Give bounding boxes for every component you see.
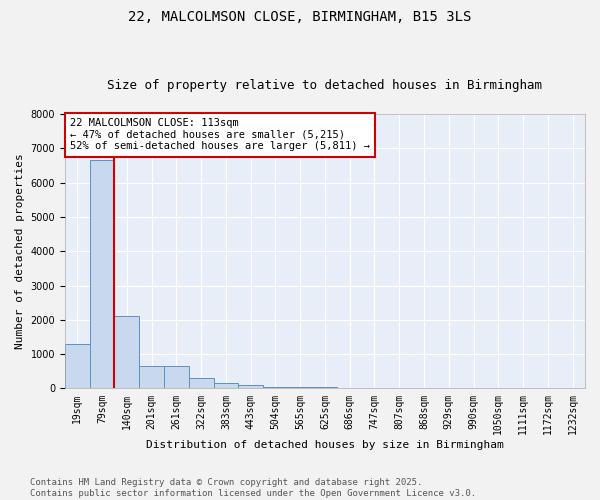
Bar (313, 386, 337, 388)
Bar (89, 160, 115, 388)
Text: 22, MALCOLMSON CLOSE, BIRMINGHAM, B15 3LS: 22, MALCOLMSON CLOSE, BIRMINGHAM, B15 3L… (128, 10, 472, 24)
Bar (214, 384, 238, 388)
Text: 22 MALCOLMSON CLOSE: 113sqm
← 47% of detached houses are smaller (5,215)
52% of : 22 MALCOLMSON CLOSE: 113sqm ← 47% of det… (70, 118, 370, 152)
Bar (238, 385, 263, 388)
Title: Size of property relative to detached houses in Birmingham: Size of property relative to detached ho… (107, 79, 542, 92)
Bar (164, 366, 189, 388)
X-axis label: Distribution of detached houses by size in Birmingham: Distribution of detached houses by size … (146, 440, 504, 450)
Bar (263, 386, 288, 388)
Y-axis label: Number of detached properties: Number of detached properties (15, 154, 25, 349)
Bar (115, 316, 139, 388)
Bar (189, 378, 214, 388)
Text: Contains HM Land Registry data © Crown copyright and database right 2025.
Contai: Contains HM Land Registry data © Crown c… (30, 478, 476, 498)
Bar (139, 366, 164, 388)
Bar (65, 344, 89, 389)
Bar (288, 386, 313, 388)
